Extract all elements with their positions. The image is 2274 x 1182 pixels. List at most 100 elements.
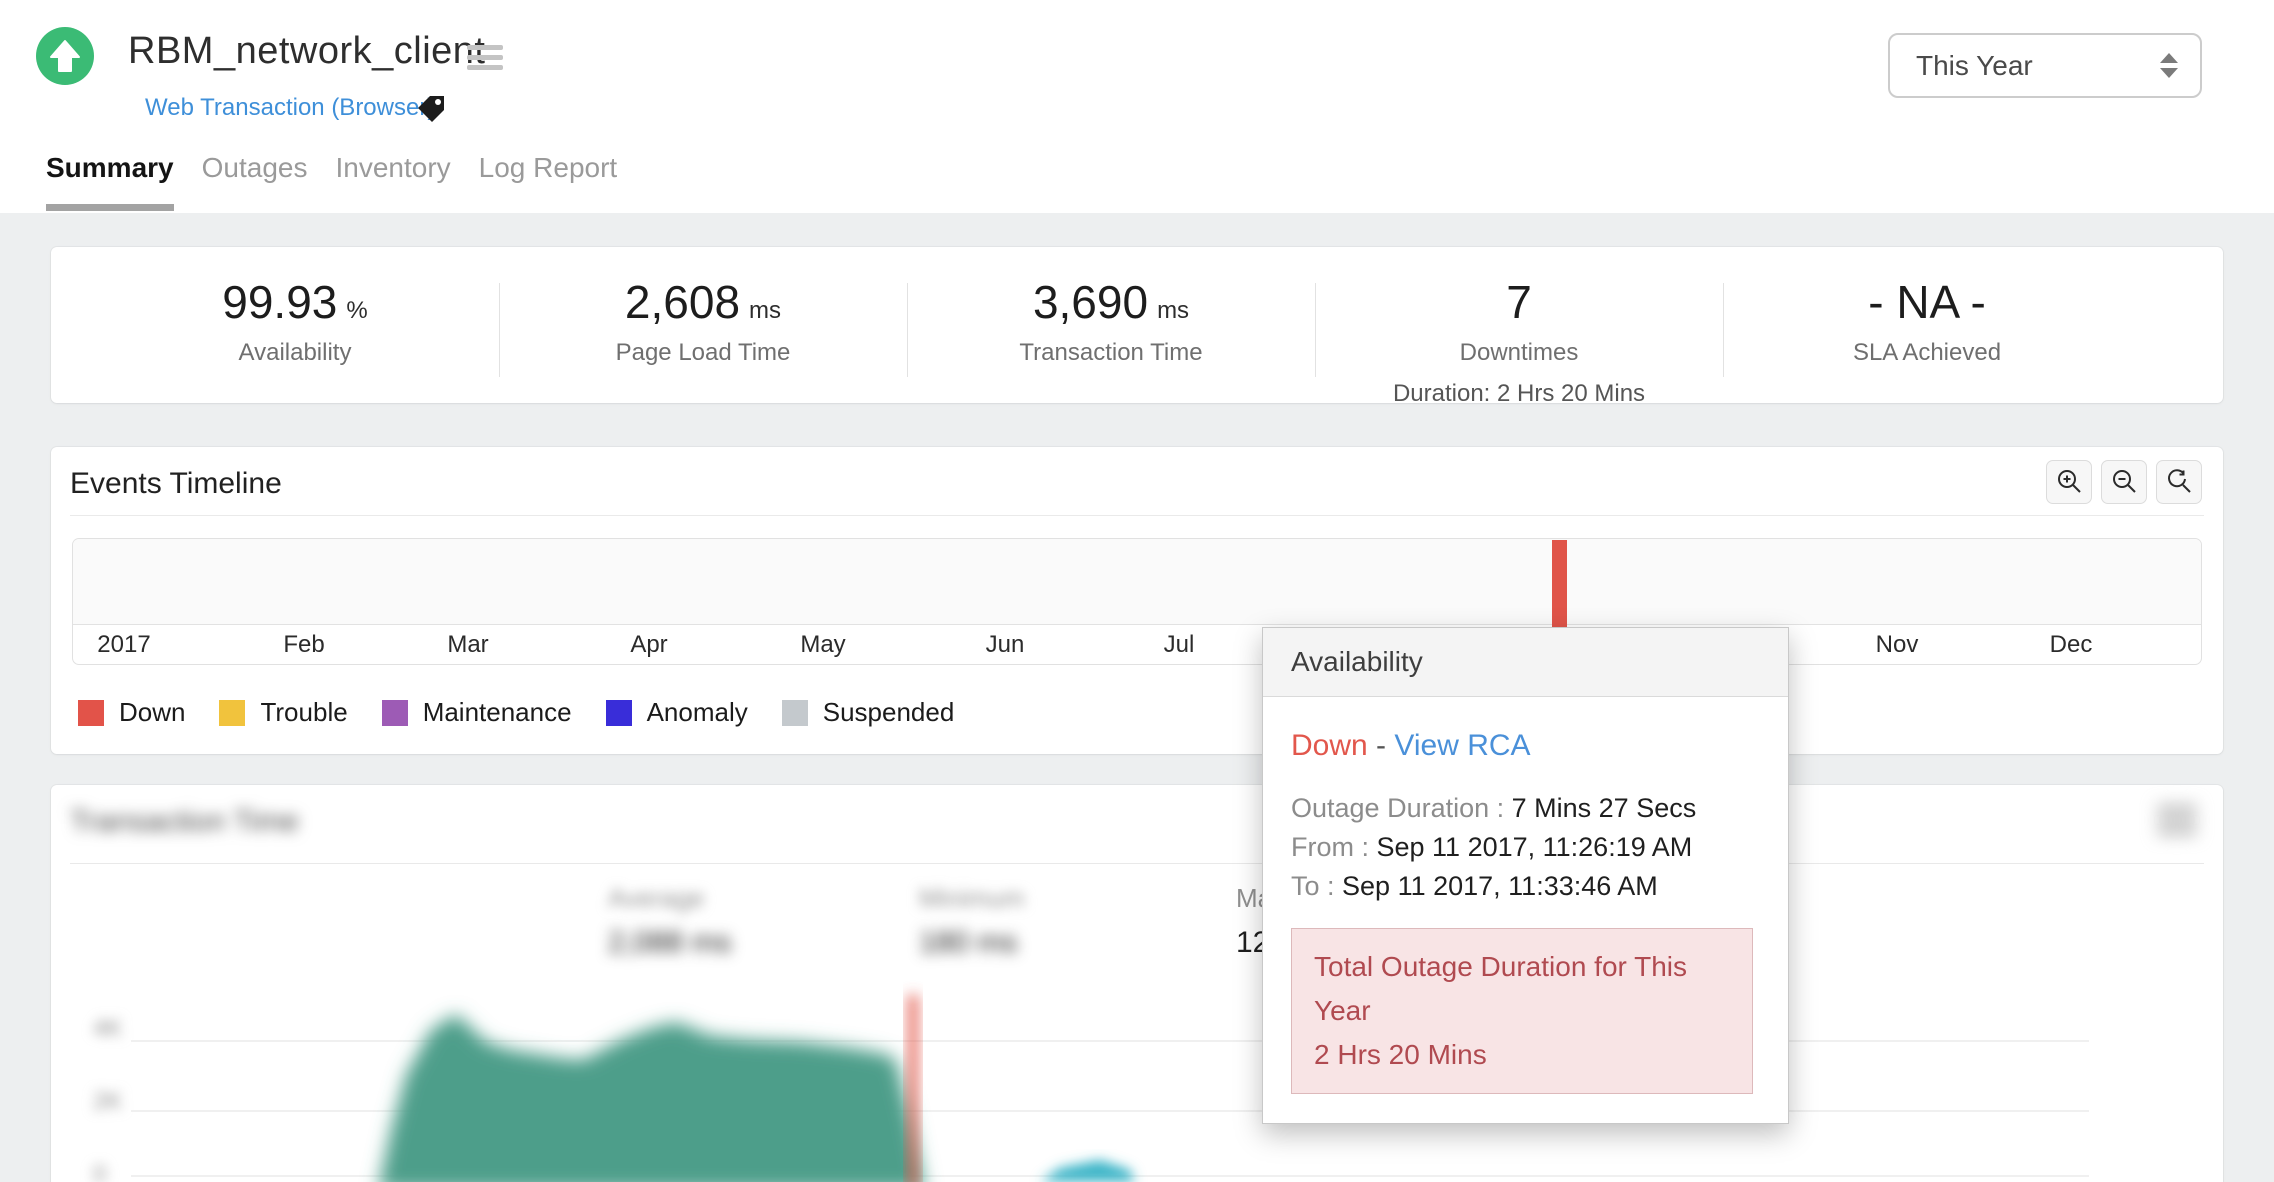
legend-label: Anomaly — [646, 697, 748, 727]
tooltip-row-from: From : Sep 11 2017, 11:26:19 AM — [1291, 828, 1760, 867]
divider — [1723, 283, 1724, 377]
stat-label: Availability — [238, 339, 352, 366]
zoom-in-icon — [2058, 470, 2081, 493]
stat-value: - NA - — [1868, 276, 1986, 328]
legend-swatch — [781, 699, 808, 726]
gridline — [131, 1110, 2089, 1112]
tooltip-row-outage-duration: Outage Duration : 7 Mins 27 Secs — [1291, 789, 1760, 828]
tab-inventory[interactable]: Inventory — [335, 152, 451, 183]
axis-label: 2017 — [97, 631, 151, 658]
row-label: To : — [1291, 871, 1343, 901]
axis-label: Jul — [1163, 631, 1195, 658]
stat-value: 3,690 — [1032, 276, 1149, 328]
tab-summary[interactable]: Summary — [46, 152, 174, 211]
timeline-zoom-controls — [2046, 460, 2202, 504]
legend-item-maintenance: Maintenance — [381, 697, 572, 728]
area-series-green — [379, 1014, 924, 1182]
status-down-label: Down — [1291, 729, 1368, 762]
legend-swatch — [78, 699, 104, 726]
stat-availability: 99.93% Availability — [222, 275, 367, 367]
tag-icon[interactable] — [416, 92, 448, 129]
select-arrows-icon — [2160, 53, 2178, 78]
tab-bar: Summary Outages Inventory Log Report — [46, 152, 617, 211]
legend-swatch — [219, 699, 246, 726]
stat-label: Page Load Time — [615, 339, 791, 366]
legend-label: Suspended — [822, 697, 955, 727]
transaction-time-card: Transaction Time Average 2,088 ms Minimu… — [51, 785, 2223, 1182]
row-value: Sep 11 2017, 11:33:46 AM — [1342, 871, 1658, 901]
tab-outages[interactable]: Outages — [201, 152, 308, 183]
legend-swatch — [605, 699, 632, 726]
up-arrow-icon — [50, 40, 80, 72]
stat-transaction-time: 3,690 ms Transaction Time — [1019, 275, 1202, 367]
axis-label: Dec — [2049, 631, 2093, 658]
legend-item-down: Down — [78, 697, 185, 728]
legend-item-trouble: Trouble — [219, 697, 348, 728]
card-menu-icon[interactable] — [2157, 805, 2197, 841]
gridline — [131, 1040, 2089, 1042]
zoom-in-button[interactable] — [2046, 460, 2092, 504]
stat-note: Duration: 2 Hrs 20 Mins — [1392, 380, 1646, 407]
event-line-red — [908, 995, 918, 1182]
axis-label: Apr — [630, 631, 668, 658]
events-timeline-chart[interactable]: 2017 Feb Mar Apr May Jun Jul Aug Sep Oct… — [72, 538, 2202, 665]
monitor-type-link[interactable]: Web Transaction (Browser) — [145, 94, 436, 121]
time-range-value: This Year — [1916, 49, 2033, 81]
tab-log-report[interactable]: Log Report — [478, 152, 618, 183]
divider — [1315, 283, 1316, 377]
y-axis-tick: 0 — [93, 1161, 107, 1182]
view-rca-link[interactable]: View RCA — [1394, 729, 1531, 762]
stat-label: Average — [608, 883, 705, 913]
divider — [70, 863, 2204, 864]
stat-unit: ms — [1157, 297, 1190, 324]
stat-label: SLA Achieved — [1852, 339, 2002, 366]
hamburger-menu-icon[interactable] — [467, 45, 503, 75]
legend-label: Down — [119, 697, 186, 727]
row-label: From : — [1291, 832, 1377, 862]
stat-unit: ms — [749, 297, 782, 324]
total-outage-summary-box: Total Outage Duration for This Year 2 Hr… — [1291, 928, 1753, 1094]
zoom-out-icon — [2113, 470, 2136, 493]
axis-label: Jun — [985, 631, 1025, 658]
trans-stat-average: Average 2,088 ms — [608, 883, 731, 960]
time-range-select[interactable]: This Year — [1888, 33, 2202, 98]
summary-stats-card: 99.93% Availability 2,608 ms Page Load Ti… — [51, 247, 2223, 407]
axis-label: May — [800, 631, 846, 658]
axis-label: Feb — [283, 631, 325, 658]
axis-label: Nov — [1875, 631, 1919, 658]
availability-tooltip: Availability Down - View RCA Outage Dura… — [1262, 627, 1789, 1124]
stat-value: 99.93 — [222, 276, 338, 328]
down-event-marker[interactable] — [1552, 540, 1567, 627]
stat-value: 2,608 — [624, 276, 741, 328]
events-timeline-card: Events Timeline — [51, 447, 2223, 754]
axis-label: Mar — [447, 631, 489, 658]
outage-summary-line1: Total Outage Duration for This Year — [1314, 951, 1688, 1026]
divider — [70, 515, 2204, 516]
row-value: 7 Mins 27 Secs — [1511, 793, 1697, 823]
timeline-month-axis: 2017 Feb Mar Apr May Jun Jul Aug Sep Oct… — [73, 624, 2201, 664]
stat-value: 180 ms — [919, 926, 1018, 959]
trans-stat-minimum: Minimum 180 ms — [919, 883, 1024, 960]
stat-label: Downtimes — [1459, 339, 1579, 366]
tooltip-row-to: To : Sep 11 2017, 11:33:46 AM — [1291, 867, 1760, 906]
stat-sla-achieved: - NA - SLA Achieved — [1853, 275, 2001, 367]
stat-downtimes: 7 Downtimes Duration: 2 Hrs 20 Mins — [1393, 275, 1645, 408]
page-title: RBM_network_client — [128, 30, 486, 72]
zoom-reset-button[interactable] — [2156, 460, 2202, 504]
monitor-status-icon — [36, 27, 94, 85]
page-header: RBM_network_client Web Transaction (Brow… — [0, 0, 2274, 213]
transaction-time-area-chart[interactable] — [51, 980, 2223, 1182]
tooltip-status-line: Down - View RCA — [1291, 729, 1760, 763]
zoom-out-button[interactable] — [2101, 460, 2147, 504]
divider — [907, 283, 908, 377]
legend-item-anomaly: Anomaly — [605, 697, 748, 728]
stat-value: 7 — [1506, 276, 1532, 328]
events-timeline-title: Events Timeline — [70, 467, 282, 500]
tooltip-title: Availability — [1263, 628, 1788, 697]
row-value: Sep 11 2017, 11:26:19 AM — [1376, 832, 1693, 862]
separator: - — [1367, 729, 1395, 762]
legend-item-suspended: Suspended — [781, 697, 955, 728]
divider — [499, 283, 500, 377]
row-label: Outage Duration : — [1291, 793, 1512, 823]
stat-page-load-time: 2,608 ms Page Load Time — [616, 275, 791, 367]
